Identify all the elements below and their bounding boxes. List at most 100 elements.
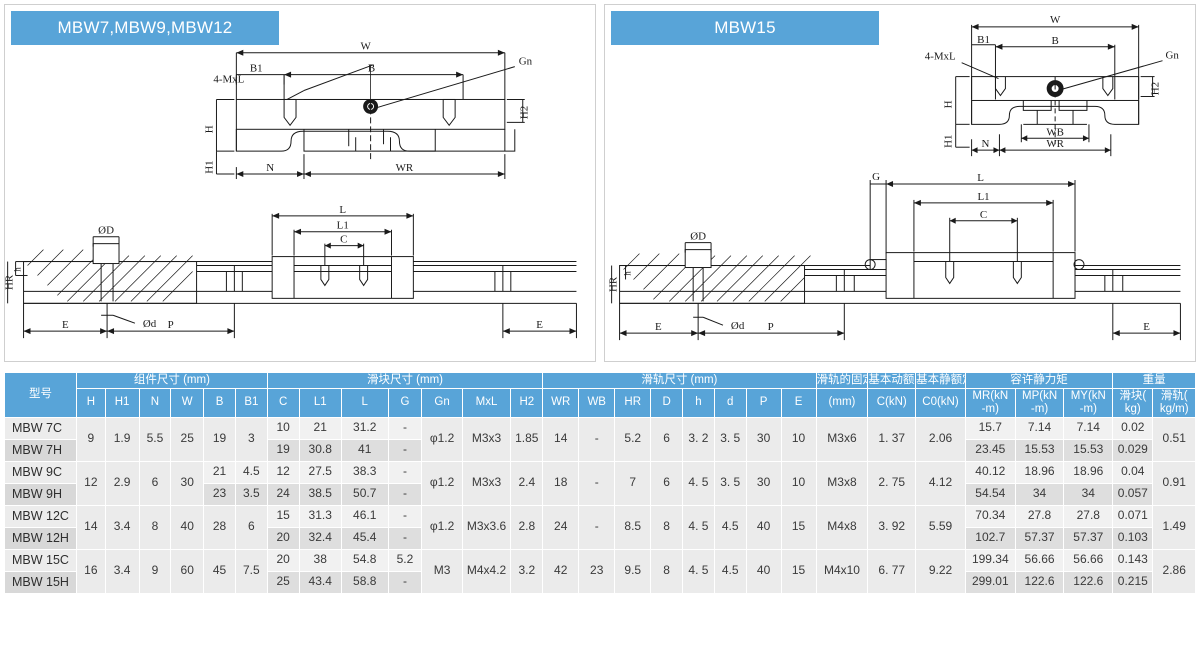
cell-P: 40 [745, 504, 782, 550]
header-row-subs: H H1 N W B B1 C L1 L G Gn MxL H2 WR WB H… [5, 388, 1196, 418]
cell-rail-weight: 0.51 [1152, 416, 1196, 462]
header-group-dynamic: 基本动额定负荷 [867, 371, 917, 390]
subheader-W: W [170, 388, 205, 418]
cell-MxL: M3x3.6 [461, 504, 512, 550]
cell-MP: 15.53 [1014, 438, 1065, 462]
subheader-block-weight-line2: kg) [1124, 402, 1141, 415]
cell-h: 4. 5 [682, 460, 715, 506]
subheader-H1: H1 [104, 388, 140, 418]
cell-D: 8 [650, 548, 684, 594]
cell-L1: 31.3 [298, 504, 342, 528]
subheader-MP: MP(kN -m) [1014, 388, 1065, 418]
drawing-mbw7-9-12: W B B1 Gn 4-MxL H H1 H2 N WR L L1 C HR h… [5, 41, 577, 339]
cell-WR: 24 [542, 504, 580, 550]
cell-H: 16 [76, 548, 106, 594]
cell-G: - [387, 504, 423, 528]
label-H2: H2 [1150, 82, 1162, 95]
cell-MY: 34 [1063, 482, 1114, 506]
cell-N: 8 [138, 504, 172, 550]
cell-H2: 2.4 [510, 460, 544, 506]
cell-B1: 7.5 [234, 548, 268, 594]
cell-Gn: φ1.2 [421, 416, 463, 462]
cell-MY: 18.96 [1063, 460, 1114, 484]
cell-static-load: 9.22 [915, 548, 966, 594]
cell-MP: 34 [1014, 482, 1065, 506]
drawing-mbw15: W B B1 4-MxL Gn H H1 H2 N WR WB G L L1 C… [608, 14, 1181, 341]
label-diad: Ød [731, 320, 745, 332]
label-WR: WR [396, 162, 414, 174]
label-P: P [768, 321, 774, 333]
cell-model: MBW 9C [3, 460, 78, 484]
cell-WB: - [578, 460, 616, 506]
subheader-C0-kN: C0(kN) [915, 388, 966, 418]
subheader-B1: B1 [234, 388, 268, 418]
cell-HR: 9.5 [614, 548, 652, 594]
label-P: P [168, 319, 174, 331]
label-H: H [203, 125, 215, 133]
cell-L: 58.8 [340, 570, 389, 594]
subheader-rail-weight-line2: kg/m) [1159, 402, 1189, 415]
cell-d: 3. 5 [713, 416, 747, 462]
label-4MxL: 4-MxL [213, 74, 244, 86]
cell-MY: 122.6 [1063, 570, 1114, 594]
cell-model: MBW 12C [3, 504, 78, 528]
cell-B: 21 [203, 460, 236, 484]
label-HR: HR [608, 276, 620, 292]
cell-L: 41 [340, 438, 389, 462]
header-group-weight: 重量 [1112, 371, 1196, 390]
cell-G: - [387, 438, 423, 462]
cell-L: 50.7 [340, 482, 389, 506]
label-G: G [872, 171, 880, 183]
subheader-C-kN: C(kN) [867, 388, 917, 418]
cell-static-load: 4.12 [915, 460, 966, 506]
subheader-d: d [713, 388, 747, 418]
label-h: h [623, 271, 633, 276]
table-row: MBW 15H 25 43.4 58.8-299.01 122.6 122.6 0.215 [3, 570, 1196, 594]
label-Gn: Gn [519, 56, 533, 68]
cell-H: 14 [76, 504, 106, 550]
subheader-B: B [203, 388, 236, 418]
table-row: MBW 9H 23 3.5 24 38.5 50.7-54.54 34 34 0.057 [3, 482, 1196, 506]
header-group-moment: 容许静力矩 [964, 371, 1114, 390]
cell-model: MBW 7C [3, 416, 78, 440]
cell-block-weight: 0.057 [1112, 482, 1154, 506]
spec-table-wrapper: 型号 组件尺寸 (mm) 滑块尺寸 (mm) 滑轨尺寸 (mm) 滑轨的固定螺栓… [3, 371, 1196, 646]
cell-C: 12 [266, 460, 300, 484]
cell-C: 19 [266, 438, 300, 462]
cell-P: 30 [745, 416, 782, 462]
cell-MR: 299.01 [964, 570, 1016, 594]
subheader-WR: WR [542, 388, 580, 418]
cell-d: 4.5 [713, 504, 747, 550]
cell-MP: 27.8 [1014, 504, 1065, 528]
cell-MY: 56.66 [1063, 548, 1114, 572]
cell-dynamic-load: 3. 92 [867, 504, 917, 550]
subheader-HR: HR [614, 388, 652, 418]
label-C: C [980, 209, 987, 221]
cell-L1: 43.4 [298, 570, 342, 594]
header-group-static: 基本静额定负荷 [915, 371, 966, 390]
cell-C: 15 [266, 504, 300, 528]
cell-H2: 3.2 [510, 548, 544, 594]
cell-MxL: M3x3 [461, 416, 512, 462]
cell-B1: 3.5 [234, 482, 268, 506]
cell-B: 28 [203, 504, 236, 550]
cell-W: 30 [170, 460, 205, 506]
panel-title-mbw15: MBW15 [611, 11, 879, 45]
cell-model: MBW 9H [3, 482, 78, 506]
cell-H2: 2.8 [510, 504, 544, 550]
table-row: MBW 12H 20 32.4 45.4-102.7 57.37 57.37 0.103 [3, 526, 1196, 550]
cell-model: MBW 7H [3, 438, 78, 462]
cell-WB: - [578, 504, 616, 550]
subheader-MP-line2: -m) [1030, 402, 1049, 415]
subheader-MY: MY(kN -m) [1063, 388, 1114, 418]
subheader-H: H [76, 388, 106, 418]
panel-title-mbw7-9-12: MBW7,MBW9,MBW12 [11, 11, 279, 45]
label-E-left: E [62, 319, 69, 331]
cell-d: 3. 5 [713, 460, 747, 506]
cell-H1: 1.9 [104, 416, 140, 462]
cell-C: 20 [266, 526, 300, 550]
cell-WR: 14 [542, 416, 580, 462]
cell-bolt-size: M4x10 [815, 548, 869, 594]
cell-C: 20 [266, 548, 300, 572]
